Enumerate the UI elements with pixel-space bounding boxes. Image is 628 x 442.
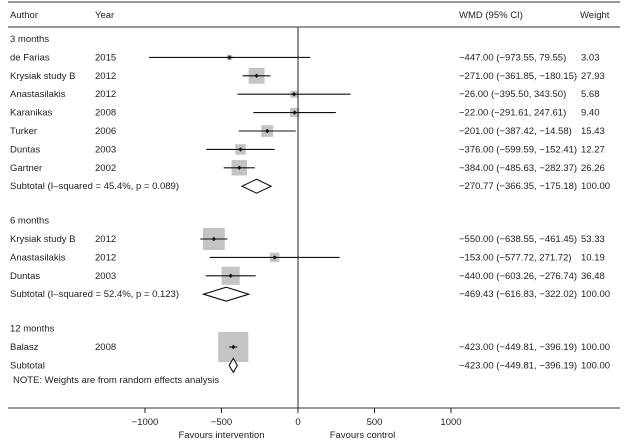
study-author: Duntas (10, 144, 40, 155)
study-row: Balasz 2008 −423.00 (−449.81, −396.19) 100.… (10, 332, 610, 362)
point-estimate (238, 147, 243, 152)
study-wmd: −22.00 (−291.61, 247.61) (459, 108, 566, 119)
x-label-left: Favours intervention (178, 430, 264, 441)
study-weight: 26.26 (581, 163, 605, 174)
study-year: 2012 (95, 252, 116, 263)
study-row: Karanikas 2008 −22.00 (−291.61, 247.61) 9.4… (10, 108, 600, 119)
subtotal-row: Subtotal (I–squared = 52.4%, p = 0.123) −… (10, 286, 610, 302)
subtotal-label: Subtotal (I–squared = 45.4%, p = 0.089) (10, 181, 179, 192)
group-label: 6 months (10, 216, 49, 227)
study-author: Anastasilakis (10, 252, 66, 263)
subtotal-wmd: −469.43 (−616.83, −322.02) (459, 289, 577, 300)
study-year: 2002 (95, 163, 116, 174)
subtotal-weight: 100.00 (581, 181, 610, 192)
study-author: Karanikas (10, 108, 52, 119)
study-weight: 15.43 (581, 126, 605, 137)
header-wmd: WMD (95% CI) (459, 10, 523, 21)
study-wmd: −201.00 (−387.42, −14.58) (459, 126, 572, 137)
study-wmd: −384.00 (−485.63, −282.37) (459, 163, 577, 174)
study-year: 2012 (95, 89, 116, 100)
point-estimate (272, 255, 277, 260)
subtotal-row: Subtotal −423.00 (−449.81, −396.19) 100.00 (10, 357, 610, 374)
study-author: Gartner (10, 163, 42, 174)
study-weight: 5.68 (581, 89, 600, 100)
study-weight: 10.19 (581, 252, 605, 263)
subtotal-weight: 100.00 (581, 289, 610, 300)
subtotal-label: Subtotal (10, 360, 45, 371)
subtotal-wmd: −423.00 (−449.81, −396.19) (459, 360, 577, 371)
study-row: de Farias 2015 −447.00 (−973.55, 79.55) 3.0… (10, 52, 600, 63)
study-row: Duntas 2003 −440.00 (−603.26, −276.74) 36.4… (10, 266, 605, 285)
subtotal-weight: 100.00 (581, 360, 610, 371)
point-estimate (227, 55, 232, 60)
study-wmd: −423.00 (−449.81, −396.19) (459, 342, 577, 353)
study-author: Duntas (10, 271, 40, 282)
point-estimate (231, 344, 236, 350)
x-tick-label: 500 (367, 417, 383, 428)
point-estimate (254, 73, 259, 78)
point-estimate (292, 110, 297, 115)
study-year: 2015 (95, 52, 116, 63)
x-tick-label: −500 (211, 417, 232, 428)
study-weight: 100.00 (581, 342, 610, 353)
study-year: 2012 (95, 71, 116, 82)
study-row: Anastasilakis 2012 −26.00 (−395.50, 343.50… (10, 89, 600, 100)
study-author: Krysiak study B (10, 71, 75, 82)
study-weight: 53.33 (581, 234, 605, 245)
point-estimate (211, 236, 217, 242)
study-year: 2006 (95, 126, 116, 137)
header-year: Year (95, 10, 114, 21)
x-tick-label: −1000 (132, 417, 159, 428)
x-tick-label: 0 (295, 417, 300, 428)
subtotal-row: Subtotal (I–squared = 45.4%, p = 0.089) −… (10, 178, 610, 194)
study-author: Krysiak study B (10, 234, 75, 245)
study-row: Krysiak study B 2012 −550.00 (−638.55, −46… (10, 228, 605, 250)
study-wmd: −376.00 (−599.59, −152.41) (459, 144, 577, 155)
study-author: Turker (10, 126, 37, 137)
study-weight: 36.48 (581, 271, 605, 282)
study-weight: 9.40 (581, 108, 600, 119)
study-year: 2012 (95, 234, 116, 245)
study-wmd: −550.00 (−638.55, −461.45) (459, 234, 577, 245)
point-estimate (228, 273, 233, 278)
study-author: de Farias (10, 52, 50, 63)
subtotal-diamond (240, 178, 273, 194)
study-row: Anastasilakis 2012 −153.00 (−577.72, 271.7… (10, 252, 605, 263)
study-author: Balasz (10, 342, 39, 353)
point-estimate (265, 128, 270, 134)
study-year: 2008 (95, 342, 116, 353)
header-author: Author (10, 10, 38, 21)
study-author: Anastasilakis (10, 89, 66, 100)
study-row: Gartner 2002 −384.00 (−485.63, −282.37) 26.… (10, 160, 605, 176)
study-year: 2003 (95, 144, 116, 155)
study-weight: 12.27 (581, 144, 605, 155)
study-wmd: −153.00 (−577.72, 271.72) (459, 252, 572, 263)
subtotal-diamond (228, 357, 239, 374)
study-row: Duntas 2003 −376.00 (−599.59, −152.41) 12.2… (10, 144, 605, 155)
forest-rows: 3 months de Farias 2015 −447.00 (−973.55, 7… (10, 34, 610, 374)
study-weight: 27.93 (581, 71, 605, 82)
study-wmd: −440.00 (−603.26, −276.74) (459, 271, 577, 282)
study-year: 2003 (95, 271, 116, 282)
point-estimate (237, 165, 242, 170)
study-weight: 3.03 (581, 52, 600, 63)
x-label-right: Favours control (330, 430, 395, 441)
study-wmd: −26.00 (−395.50, 343.50) (459, 89, 566, 100)
study-wmd: −271.00 (−361.85, −180.15) (459, 71, 577, 82)
point-estimate (291, 92, 297, 97)
x-axis: −1000 −500 0 500 1000 Favours intervention Fav… (132, 27, 462, 441)
header-weight: Weight (580, 10, 610, 21)
group-label: 12 months (10, 324, 55, 335)
study-row: Turker 2006 −201.00 (−387.42, −14.58) 15.43 (10, 125, 605, 137)
subtotal-label: Subtotal (I–squared = 52.4%, p = 0.123) (10, 289, 179, 300)
subtotal-wmd: −270.77 (−366.35, −175.18) (459, 181, 577, 192)
study-year: 2008 (95, 108, 116, 119)
group-label: 3 months (10, 34, 49, 45)
x-tick-label: 1000 (440, 417, 461, 428)
subtotal-diamond (201, 286, 251, 302)
study-row: Krysiak study B 2012 −271.00 (−361.85, −18… (10, 67, 605, 84)
footnote: NOTE: Weights are from random effects an… (13, 375, 219, 386)
study-wmd: −447.00 (−973.55, 79.55) (459, 52, 566, 63)
